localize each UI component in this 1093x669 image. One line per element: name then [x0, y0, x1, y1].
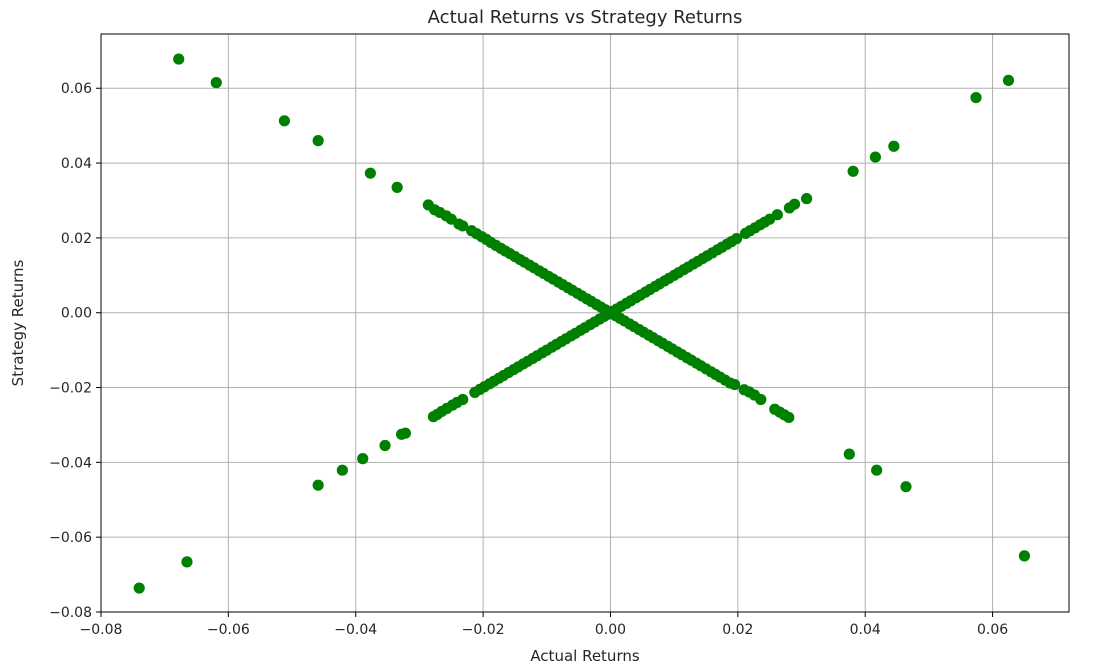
- scatter-point: [312, 135, 324, 147]
- scatter-point: [364, 167, 376, 179]
- scatter-point: [391, 181, 403, 193]
- scatter-point: [900, 481, 912, 493]
- y-tick-label: 0.04: [61, 156, 92, 172]
- scatter-point: [888, 140, 900, 152]
- scatter-point: [869, 151, 882, 163]
- scatter-point: [1002, 74, 1015, 86]
- y-tick-label: 0.00: [61, 306, 92, 322]
- scatter-point: [357, 453, 369, 465]
- scatter-point: [210, 77, 222, 89]
- y-tick-label: −0.08: [49, 605, 92, 621]
- x-tick-label: 0.00: [595, 622, 626, 638]
- scatter-point: [457, 220, 469, 232]
- plot-area-frame: [100, 33, 1070, 613]
- scatter-point: [783, 411, 795, 424]
- y-axis-ticks: −0.08 −0.06 −0.04 −0.02 0.00 0.02 0.04 0.06: [49, 81, 101, 621]
- data-points: [133, 53, 1031, 594]
- x-tick-label: 0.02: [722, 622, 753, 638]
- scatter-point: [801, 193, 813, 205]
- x-tick-label: −0.08: [80, 622, 123, 638]
- y-tick-label: 0.02: [61, 231, 92, 247]
- scatter-point: [278, 115, 291, 127]
- scatter-point: [730, 233, 743, 245]
- y-tick-label: −0.04: [49, 455, 92, 471]
- chart-title: Actual Returns vs Strategy Returns: [428, 7, 743, 28]
- y-tick-label: 0.06: [61, 81, 92, 97]
- scatter-point: [843, 448, 855, 460]
- scatter-point: [336, 464, 348, 476]
- scatter-point: [399, 427, 412, 439]
- scatter-point: [871, 464, 883, 476]
- scatter-point: [457, 393, 469, 406]
- x-axis-label: Actual Returns: [530, 647, 640, 665]
- x-tick-label: −0.04: [334, 622, 377, 638]
- x-axis-ticks: −0.08 −0.06 −0.04 −0.02 0.00 0.02 0.04 0.06: [80, 612, 1008, 638]
- x-tick-label: 0.06: [977, 622, 1008, 638]
- y-tick-label: −0.02: [49, 381, 92, 397]
- scatter-point: [771, 209, 783, 221]
- x-tick-label: −0.06: [207, 622, 250, 638]
- scatter-point: [312, 479, 324, 491]
- scatter-point: [133, 582, 145, 594]
- x-tick-label: −0.02: [462, 622, 505, 638]
- scatter-point: [847, 165, 859, 177]
- scatter-point: [181, 556, 193, 568]
- y-axis-label: Strategy Returns: [9, 260, 27, 387]
- scatter-point: [379, 439, 391, 452]
- scatter-point: [173, 53, 185, 65]
- scatter-point: [755, 393, 767, 406]
- scatter-point: [1018, 550, 1031, 562]
- y-tick-label: −0.06: [49, 530, 92, 546]
- scatter-point: [788, 198, 801, 210]
- x-tick-label: 0.04: [850, 622, 881, 638]
- grid-lines: [100, 34, 1069, 613]
- scatter-point: [729, 378, 741, 391]
- scatter-point: [970, 91, 982, 104]
